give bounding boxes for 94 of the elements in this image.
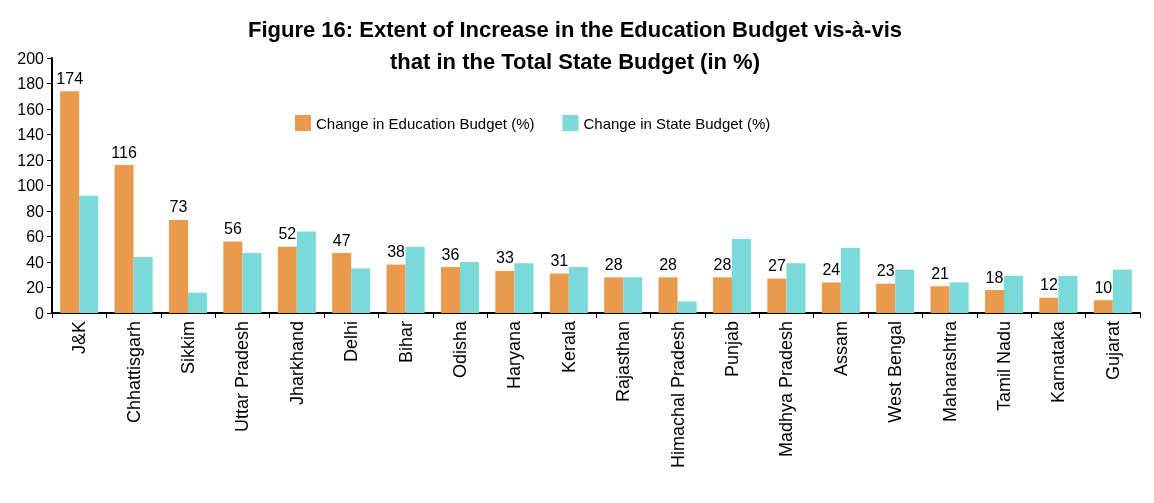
x-tick-label: Tamil Nadu — [994, 321, 1014, 412]
data-label: 23 — [876, 262, 895, 280]
x-tick-label: Maharashtra — [939, 320, 960, 423]
bar — [786, 263, 806, 313]
data-label: 24 — [822, 260, 841, 278]
bar — [242, 253, 262, 313]
data-label: 73 — [169, 198, 188, 216]
y-tick-label: 0 — [35, 304, 45, 322]
y-tick-label: 40 — [26, 253, 45, 271]
bar — [930, 286, 950, 313]
bar — [114, 165, 134, 313]
x-tick-label: Gujarat — [1102, 321, 1123, 381]
bar — [405, 246, 425, 313]
bar — [277, 246, 297, 313]
bar — [223, 241, 243, 313]
bar — [60, 91, 80, 313]
data-label: 12 — [1039, 276, 1058, 294]
x-tick-label: Odisha — [450, 320, 470, 379]
legend-label: Change in Education Budget (%) — [316, 114, 535, 132]
bar — [840, 247, 860, 313]
bar — [133, 256, 153, 313]
data-label: 28 — [604, 255, 623, 273]
data-label: 18 — [985, 268, 1004, 286]
data-label: 38 — [387, 243, 406, 261]
bar — [514, 263, 534, 313]
x-tick-label: Kerala — [558, 320, 579, 374]
bar — [1039, 297, 1059, 313]
bar — [1112, 269, 1132, 313]
x-tick-label: Sikkim — [178, 321, 198, 374]
bar — [1093, 300, 1113, 313]
data-label: 21 — [931, 264, 950, 282]
x-tick-label: Haryana — [504, 320, 525, 390]
bar — [677, 301, 697, 313]
bar — [1004, 276, 1024, 313]
data-label: 116 — [111, 143, 137, 161]
data-label: 27 — [767, 257, 786, 275]
data-label: 10 — [1094, 278, 1113, 296]
bar — [732, 239, 752, 313]
data-label: 31 — [550, 251, 569, 269]
chart-title: Figure 16: Extent of Increase in the Education Budget vis-à-vis that in the Total State Budget (in %) — [247, 16, 903, 74]
x-tick-label: Rajasthan — [613, 321, 634, 403]
y-tick-label: 100 — [17, 177, 45, 194]
y-tick-label: 200 — [17, 49, 45, 67]
x-tick-label: Himachal Pradesh — [667, 321, 688, 469]
bar — [821, 282, 841, 313]
bar — [949, 282, 969, 313]
bar — [712, 277, 732, 313]
x-tick-label: Karnataka — [1048, 320, 1069, 404]
data-label: 33 — [495, 249, 514, 267]
x-tick-label: Bihar — [395, 321, 416, 364]
bar — [495, 270, 515, 313]
x-tick-label: Jharkhand — [286, 321, 307, 406]
x-tick-label: Uttar Pradesh — [232, 321, 253, 433]
bar — [332, 253, 352, 313]
y-tick-label: 160 — [17, 100, 45, 118]
y-tick-label: 120 — [17, 151, 45, 169]
bar — [460, 262, 480, 313]
x-tick-label: Madhya Pradesh — [776, 321, 797, 458]
data-label: 47 — [332, 231, 351, 249]
y-tick-label: 140 — [17, 126, 45, 143]
data-label: 174 — [56, 69, 84, 87]
bar — [604, 277, 624, 313]
y-tick-label: 180 — [17, 75, 45, 92]
bar — [568, 267, 588, 313]
x-tick-label: Punjab — [722, 321, 742, 378]
data-label: 28 — [713, 255, 732, 273]
x-tick-label: Assam — [830, 321, 851, 377]
bar — [1058, 276, 1078, 313]
y-tick-label: 80 — [26, 202, 45, 220]
y-tick-label: 60 — [26, 228, 45, 245]
bar — [658, 277, 678, 313]
bar — [188, 292, 208, 313]
bar — [79, 195, 99, 313]
x-tick-label: Delhi — [341, 321, 362, 363]
y-tick-label: 20 — [26, 279, 45, 296]
bar — [895, 269, 915, 313]
data-label: 36 — [441, 245, 460, 263]
x-tick-label: Chhattisgarh — [123, 321, 144, 424]
bar — [296, 231, 316, 313]
bar — [440, 267, 460, 313]
bar — [984, 290, 1004, 313]
data-label: 28 — [659, 255, 678, 273]
bar — [549, 273, 569, 313]
data-label: 56 — [223, 220, 242, 238]
legend-label: Change in State Budget (%) — [583, 114, 771, 132]
bar — [767, 278, 787, 313]
data-label: 52 — [278, 225, 297, 243]
bar — [386, 264, 406, 313]
bar — [623, 277, 643, 313]
x-tick-label: West Bengal — [885, 321, 906, 423]
x-tick-label: J&K — [69, 321, 90, 355]
bar — [168, 219, 188, 313]
bar — [876, 283, 896, 313]
bar — [351, 268, 371, 313]
